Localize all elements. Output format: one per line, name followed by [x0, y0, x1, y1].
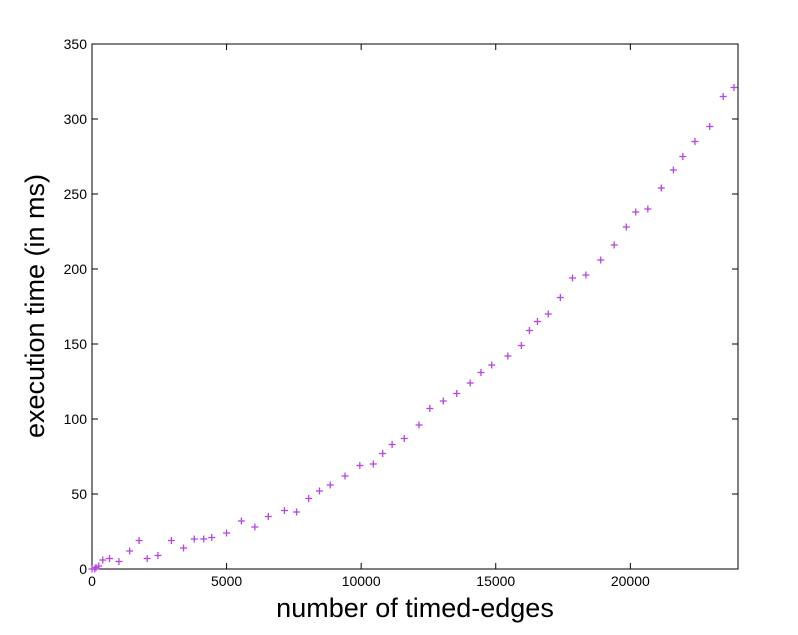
y-tick-label: 0 [79, 561, 87, 577]
data-point [305, 495, 313, 502]
data-points [88, 84, 738, 573]
data-point [126, 547, 134, 555]
data-point [657, 184, 665, 192]
y-tick-label: 200 [64, 261, 88, 277]
data-point [356, 462, 364, 469]
y-tick-label: 250 [64, 186, 88, 202]
data-point [190, 535, 198, 543]
data-point [208, 534, 216, 541]
plot-area [91, 43, 739, 570]
data-point [237, 517, 245, 525]
data-point [99, 556, 107, 564]
data-point [488, 361, 496, 369]
y-tick-label: 350 [64, 36, 88, 52]
data-point [679, 153, 687, 160]
data-point [691, 138, 699, 145]
x-tick-label: 20000 [611, 573, 650, 589]
data-point [379, 450, 387, 457]
axis-ticks: 0 5000 10000 15000 20000 0 50 100 150 200 250 300 35… [64, 36, 738, 589]
data-point [610, 241, 618, 249]
data-point [597, 256, 605, 264]
data-point [200, 535, 208, 543]
x-tick-label: 15000 [476, 573, 515, 589]
data-point [669, 166, 677, 174]
data-point [622, 223, 630, 231]
data-point [400, 435, 408, 442]
data-point [426, 405, 434, 412]
data-point [453, 390, 461, 397]
data-point [525, 327, 533, 334]
data-point [544, 310, 552, 318]
data-point [477, 369, 485, 376]
data-point [439, 397, 447, 405]
data-point [91, 565, 99, 573]
data-point [388, 441, 396, 448]
data-point [466, 379, 474, 387]
data-point [719, 93, 727, 100]
data-point [326, 481, 334, 489]
data-point [341, 472, 349, 480]
data-point [369, 460, 377, 468]
data-point [517, 342, 525, 349]
y-tick-label: 150 [64, 336, 88, 352]
data-point [556, 294, 564, 301]
data-point [143, 555, 151, 562]
data-point [415, 421, 423, 429]
data-point [135, 537, 143, 544]
data-point [95, 562, 103, 570]
x-tick-label: 5000 [211, 573, 242, 589]
data-point [223, 529, 231, 537]
data-point [582, 271, 590, 279]
y-tick-label: 300 [64, 111, 88, 127]
data-point [280, 507, 288, 514]
data-point [167, 537, 175, 544]
data-point [504, 352, 512, 360]
data-point [632, 208, 640, 216]
y-tick-label: 50 [71, 486, 87, 502]
data-point [293, 508, 301, 516]
y-axis-label: execution time (in ms) [20, 174, 50, 438]
data-point [315, 487, 323, 495]
data-point [154, 552, 162, 559]
data-point [730, 84, 738, 91]
x-tick-label: 10000 [342, 573, 381, 589]
data-point [105, 555, 113, 562]
data-point [706, 123, 714, 130]
data-point [180, 544, 188, 552]
x-axis-label: number of timed-edges [276, 593, 554, 623]
data-point [568, 274, 576, 282]
data-point [264, 513, 272, 520]
y-tick-label: 100 [64, 411, 88, 427]
data-point [115, 558, 123, 565]
data-point [251, 523, 259, 531]
data-point [533, 318, 541, 325]
x-tick-label: 0 [88, 573, 96, 589]
data-point [644, 205, 652, 213]
